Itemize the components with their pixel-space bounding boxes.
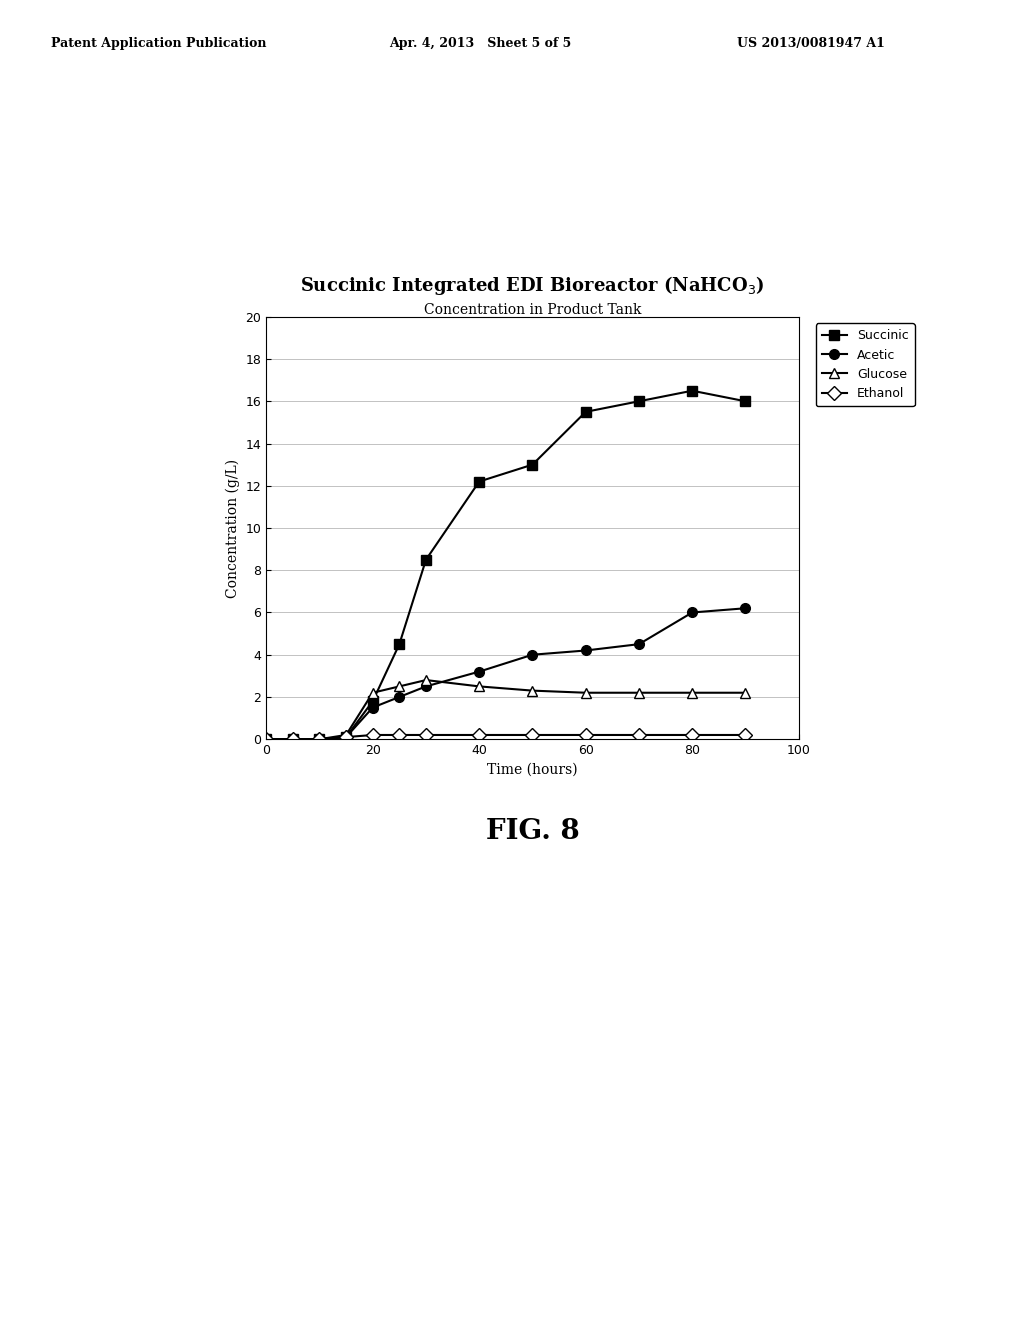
- Glucose: [393, 678, 406, 694]
- Acetic: [393, 689, 406, 705]
- Glucose: [367, 685, 379, 701]
- Acetic: [260, 731, 272, 747]
- Acetic: [367, 700, 379, 715]
- Acetic: [633, 636, 645, 652]
- Succinic: [287, 731, 299, 747]
- Acetic: [473, 664, 485, 680]
- Ethanol: [739, 727, 752, 743]
- Ethanol: [313, 731, 326, 747]
- Acetic: [287, 731, 299, 747]
- Succinic: [393, 636, 406, 652]
- Ethanol: [340, 729, 352, 744]
- Y-axis label: Concentration (g/L): Concentration (g/L): [225, 458, 240, 598]
- Succinic: [739, 393, 752, 409]
- Succinic: [473, 474, 485, 490]
- Succinic: [367, 693, 379, 709]
- Acetic: [340, 729, 352, 744]
- Glucose: [313, 731, 326, 747]
- Line: Acetic: Acetic: [261, 603, 751, 744]
- X-axis label: Time (hours): Time (hours): [487, 763, 578, 776]
- Succinic: [260, 731, 272, 747]
- Glucose: [739, 685, 752, 701]
- Glucose: [526, 682, 539, 698]
- Glucose: [633, 685, 645, 701]
- Acetic: [420, 678, 432, 694]
- Acetic: [739, 601, 752, 616]
- Legend: Succinic, Acetic, Glucose, Ethanol: Succinic, Acetic, Glucose, Ethanol: [816, 323, 914, 407]
- Text: Succinic Integrated EDI Bioreactor (NaHCO$_3$): Succinic Integrated EDI Bioreactor (NaHC…: [300, 275, 765, 297]
- Ethanol: [367, 727, 379, 743]
- Succinic: [420, 552, 432, 568]
- Glucose: [260, 731, 272, 747]
- Glucose: [287, 731, 299, 747]
- Text: US 2013/0081947 A1: US 2013/0081947 A1: [737, 37, 885, 50]
- Glucose: [473, 678, 485, 694]
- Succinic: [313, 731, 326, 747]
- Text: Patent Application Publication: Patent Application Publication: [51, 37, 266, 50]
- Ethanol: [420, 727, 432, 743]
- Ethanol: [393, 727, 406, 743]
- Ethanol: [260, 731, 272, 747]
- Acetic: [580, 643, 592, 659]
- Acetic: [313, 731, 326, 747]
- Text: Apr. 4, 2013   Sheet 5 of 5: Apr. 4, 2013 Sheet 5 of 5: [389, 37, 571, 50]
- Title: Concentration in Product Tank: Concentration in Product Tank: [424, 302, 641, 317]
- Acetic: [526, 647, 539, 663]
- Ethanol: [686, 727, 698, 743]
- Text: FIG. 8: FIG. 8: [485, 818, 580, 845]
- Ethanol: [287, 731, 299, 747]
- Glucose: [686, 685, 698, 701]
- Succinic: [686, 383, 698, 399]
- Succinic: [340, 729, 352, 744]
- Glucose: [340, 727, 352, 743]
- Ethanol: [580, 727, 592, 743]
- Glucose: [420, 672, 432, 688]
- Line: Ethanol: Ethanol: [261, 730, 751, 744]
- Succinic: [580, 404, 592, 420]
- Glucose: [580, 685, 592, 701]
- Ethanol: [526, 727, 539, 743]
- Succinic: [526, 457, 539, 473]
- Succinic: [633, 393, 645, 409]
- Line: Succinic: Succinic: [261, 385, 751, 744]
- Ethanol: [633, 727, 645, 743]
- Acetic: [686, 605, 698, 620]
- Ethanol: [473, 727, 485, 743]
- Line: Glucose: Glucose: [261, 676, 751, 744]
